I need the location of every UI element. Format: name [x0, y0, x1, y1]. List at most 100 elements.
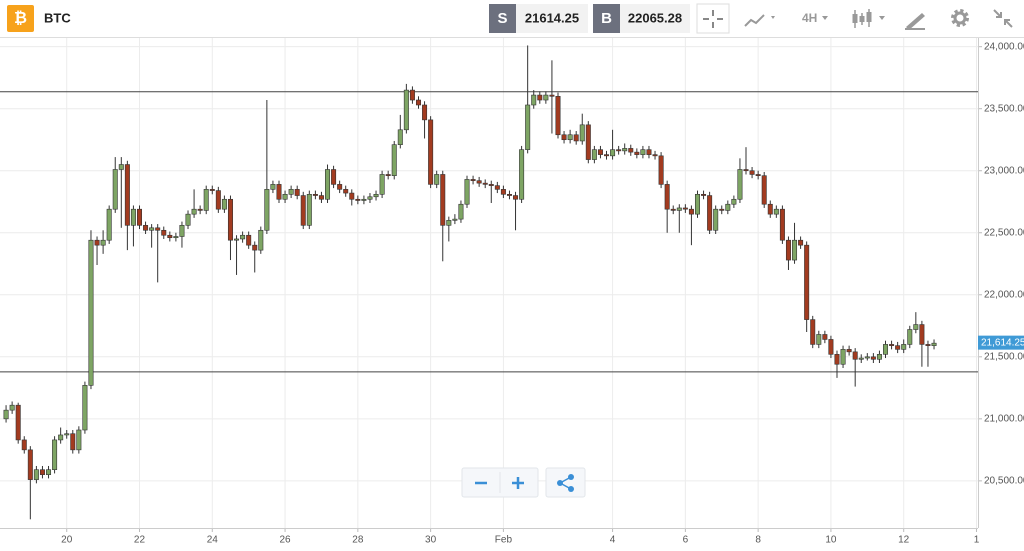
candle-body — [39, 469, 45, 475]
candle-body — [440, 174, 446, 226]
buy-price: 22065.28 — [628, 10, 682, 25]
interval[interactable]: 4H — [802, 11, 817, 25]
candle-body — [889, 344, 895, 346]
x-tick-label: 20 — [61, 535, 73, 546]
candle-body — [585, 124, 591, 160]
candle-body — [179, 225, 185, 237]
candle-body — [203, 189, 209, 211]
sell-button[interactable] — [489, 4, 516, 33]
x-tick-label: 26 — [279, 535, 291, 546]
x-tick-label: 8 — [755, 535, 761, 546]
candle-body — [519, 149, 525, 200]
candle-body — [591, 149, 597, 160]
candle-body — [804, 244, 810, 320]
candle-body — [573, 134, 579, 142]
candle-body — [634, 151, 640, 155]
settings-button[interactable] — [951, 9, 969, 27]
candle-body — [719, 208, 725, 211]
sell-price: 21614.25 — [525, 10, 579, 25]
candle-body — [355, 198, 361, 201]
candle-body — [149, 227, 155, 231]
candle-body — [82, 385, 88, 431]
candle-body — [531, 94, 537, 106]
candle-body — [658, 155, 664, 185]
zoom-controls — [461, 467, 586, 498]
candle-body — [464, 179, 470, 205]
candle-body — [500, 189, 506, 195]
candle-body — [252, 244, 258, 251]
candle-body — [409, 89, 415, 101]
candle-body — [737, 169, 743, 200]
x-tick-label: 4 — [610, 535, 616, 546]
plot-area: 20,500.00 21,000.00 21,500.00 22,000.00 22,5… — [0, 38, 1024, 546]
candle-body — [246, 234, 252, 246]
candle-body — [15, 404, 21, 441]
fullscreen-button[interactable] — [993, 9, 1013, 28]
candle-body — [240, 234, 246, 240]
candle-body — [385, 174, 391, 176]
candle-body — [876, 354, 882, 360]
candle-body — [822, 334, 828, 340]
candle-body — [616, 149, 622, 152]
candle-body — [810, 319, 816, 345]
candle-body — [191, 208, 197, 215]
candle-body — [925, 344, 931, 346]
sell-price-box[interactable] — [516, 4, 588, 33]
candle-body — [707, 195, 713, 231]
candle-body — [731, 198, 737, 205]
candle-body — [604, 154, 610, 157]
candle-body — [197, 208, 203, 211]
candle-body — [537, 94, 543, 101]
candle-body — [901, 344, 907, 350]
draw-button[interactable] — [905, 13, 925, 30]
candle-body — [294, 189, 300, 196]
candle-body — [403, 89, 409, 131]
candle-body — [106, 208, 112, 241]
share-icon — [557, 474, 574, 492]
candle-body — [258, 229, 264, 251]
candle-body — [331, 169, 337, 185]
candle-type-button[interactable] — [852, 9, 886, 28]
x-tick-label: 1 — [974, 535, 980, 546]
candle-body — [100, 239, 106, 246]
candle-body — [773, 208, 779, 215]
candle-body — [846, 349, 852, 353]
candle-body — [816, 334, 822, 345]
symbol: BTC — [44, 10, 71, 25]
candle-body — [306, 194, 312, 226]
btc-icon-glyph: ₿ — [14, 9, 27, 27]
zoom-in[interactable] — [512, 477, 524, 489]
share-button[interactable] — [545, 467, 586, 498]
x-tick-label: 12 — [898, 535, 910, 546]
candle-body — [646, 149, 652, 155]
candle-body — [70, 433, 76, 451]
candle-body — [276, 184, 282, 200]
candle-body — [761, 175, 767, 205]
candle-body — [373, 194, 379, 198]
y-tick-label: 21,500.00 — [984, 351, 1024, 362]
candle-body — [58, 434, 64, 441]
candle-body — [282, 194, 288, 200]
candle-body — [155, 227, 161, 231]
buy-price-box[interactable] — [620, 4, 690, 33]
candle-body — [64, 433, 70, 436]
crosshair-button[interactable] — [696, 3, 730, 34]
candle-body — [725, 203, 731, 211]
candle-body — [27, 449, 33, 480]
x-tick-label: 30 — [425, 535, 437, 546]
buy-label: B — [601, 10, 612, 27]
btc-icon — [7, 5, 34, 32]
candle-body — [446, 220, 452, 226]
candle-body — [543, 94, 549, 101]
candle-body — [549, 94, 555, 97]
candle-body — [415, 99, 421, 106]
candle-body — [476, 180, 482, 184]
candle-body — [21, 439, 27, 451]
buy-button[interactable] — [593, 4, 620, 33]
interval-caret — [822, 16, 828, 20]
candle-body — [428, 119, 434, 185]
candle-body — [288, 189, 294, 195]
candle-body — [755, 174, 761, 176]
chart-type-button[interactable] — [744, 14, 775, 27]
candle-body — [312, 194, 318, 196]
